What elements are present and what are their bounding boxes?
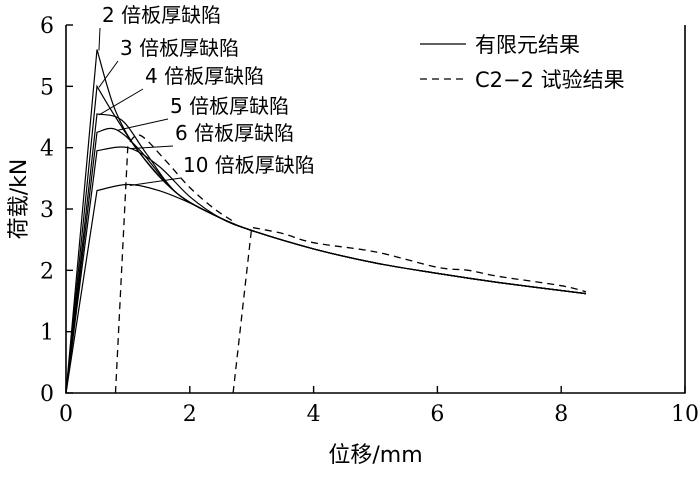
annotation-label: 2 倍板厚缺陷	[102, 3, 221, 27]
legend-label: 有限元结果	[475, 33, 580, 57]
y-tick-label: 0	[40, 382, 54, 407]
y-axis-title: 荷载/kN	[7, 159, 32, 240]
series-line-fe-5	[65, 183, 587, 394]
y-tick-label: 1	[40, 321, 54, 346]
annotation-leader	[98, 88, 144, 116]
y-tick-label: 4	[40, 137, 54, 162]
x-tick-label: 8	[554, 402, 568, 427]
y-tick-label: 3	[40, 198, 54, 223]
x-axis-title: 位移/mm	[328, 443, 422, 468]
x-tick-label: 0	[59, 402, 73, 427]
y-tick-label: 6	[40, 14, 54, 39]
legend-label: C2−2 试验结果	[475, 68, 625, 92]
y-tick-label: 5	[40, 75, 54, 100]
series-line-test-6	[114, 134, 234, 394]
annotation-leader	[117, 118, 169, 131]
annotation-leader	[129, 177, 182, 186]
annotation-label: 4 倍板厚缺陷	[145, 64, 264, 88]
annotation-label: 5 倍板厚缺陷	[170, 94, 289, 118]
x-tick-label: 4	[307, 402, 321, 427]
x-tick-label: 2	[183, 402, 197, 427]
y-tick-label: 2	[40, 259, 54, 284]
annotation-label: 3 倍板厚缺陷	[120, 36, 239, 60]
annotation-label: 10 倍板厚缺陷	[183, 153, 315, 177]
annotation-leader	[129, 145, 174, 150]
x-tick-label: 6	[430, 402, 444, 427]
annotation-leader	[98, 60, 119, 88]
series-line-fe-1	[65, 84, 587, 394]
x-tick-label: 10	[671, 402, 699, 427]
annotation-leader	[98, 27, 101, 51]
series-line-test-7	[232, 226, 587, 394]
series-line-fe-0	[65, 49, 587, 394]
series-line-fe-3	[65, 127, 587, 394]
annotation-label: 6 倍板厚缺陷	[175, 121, 294, 145]
